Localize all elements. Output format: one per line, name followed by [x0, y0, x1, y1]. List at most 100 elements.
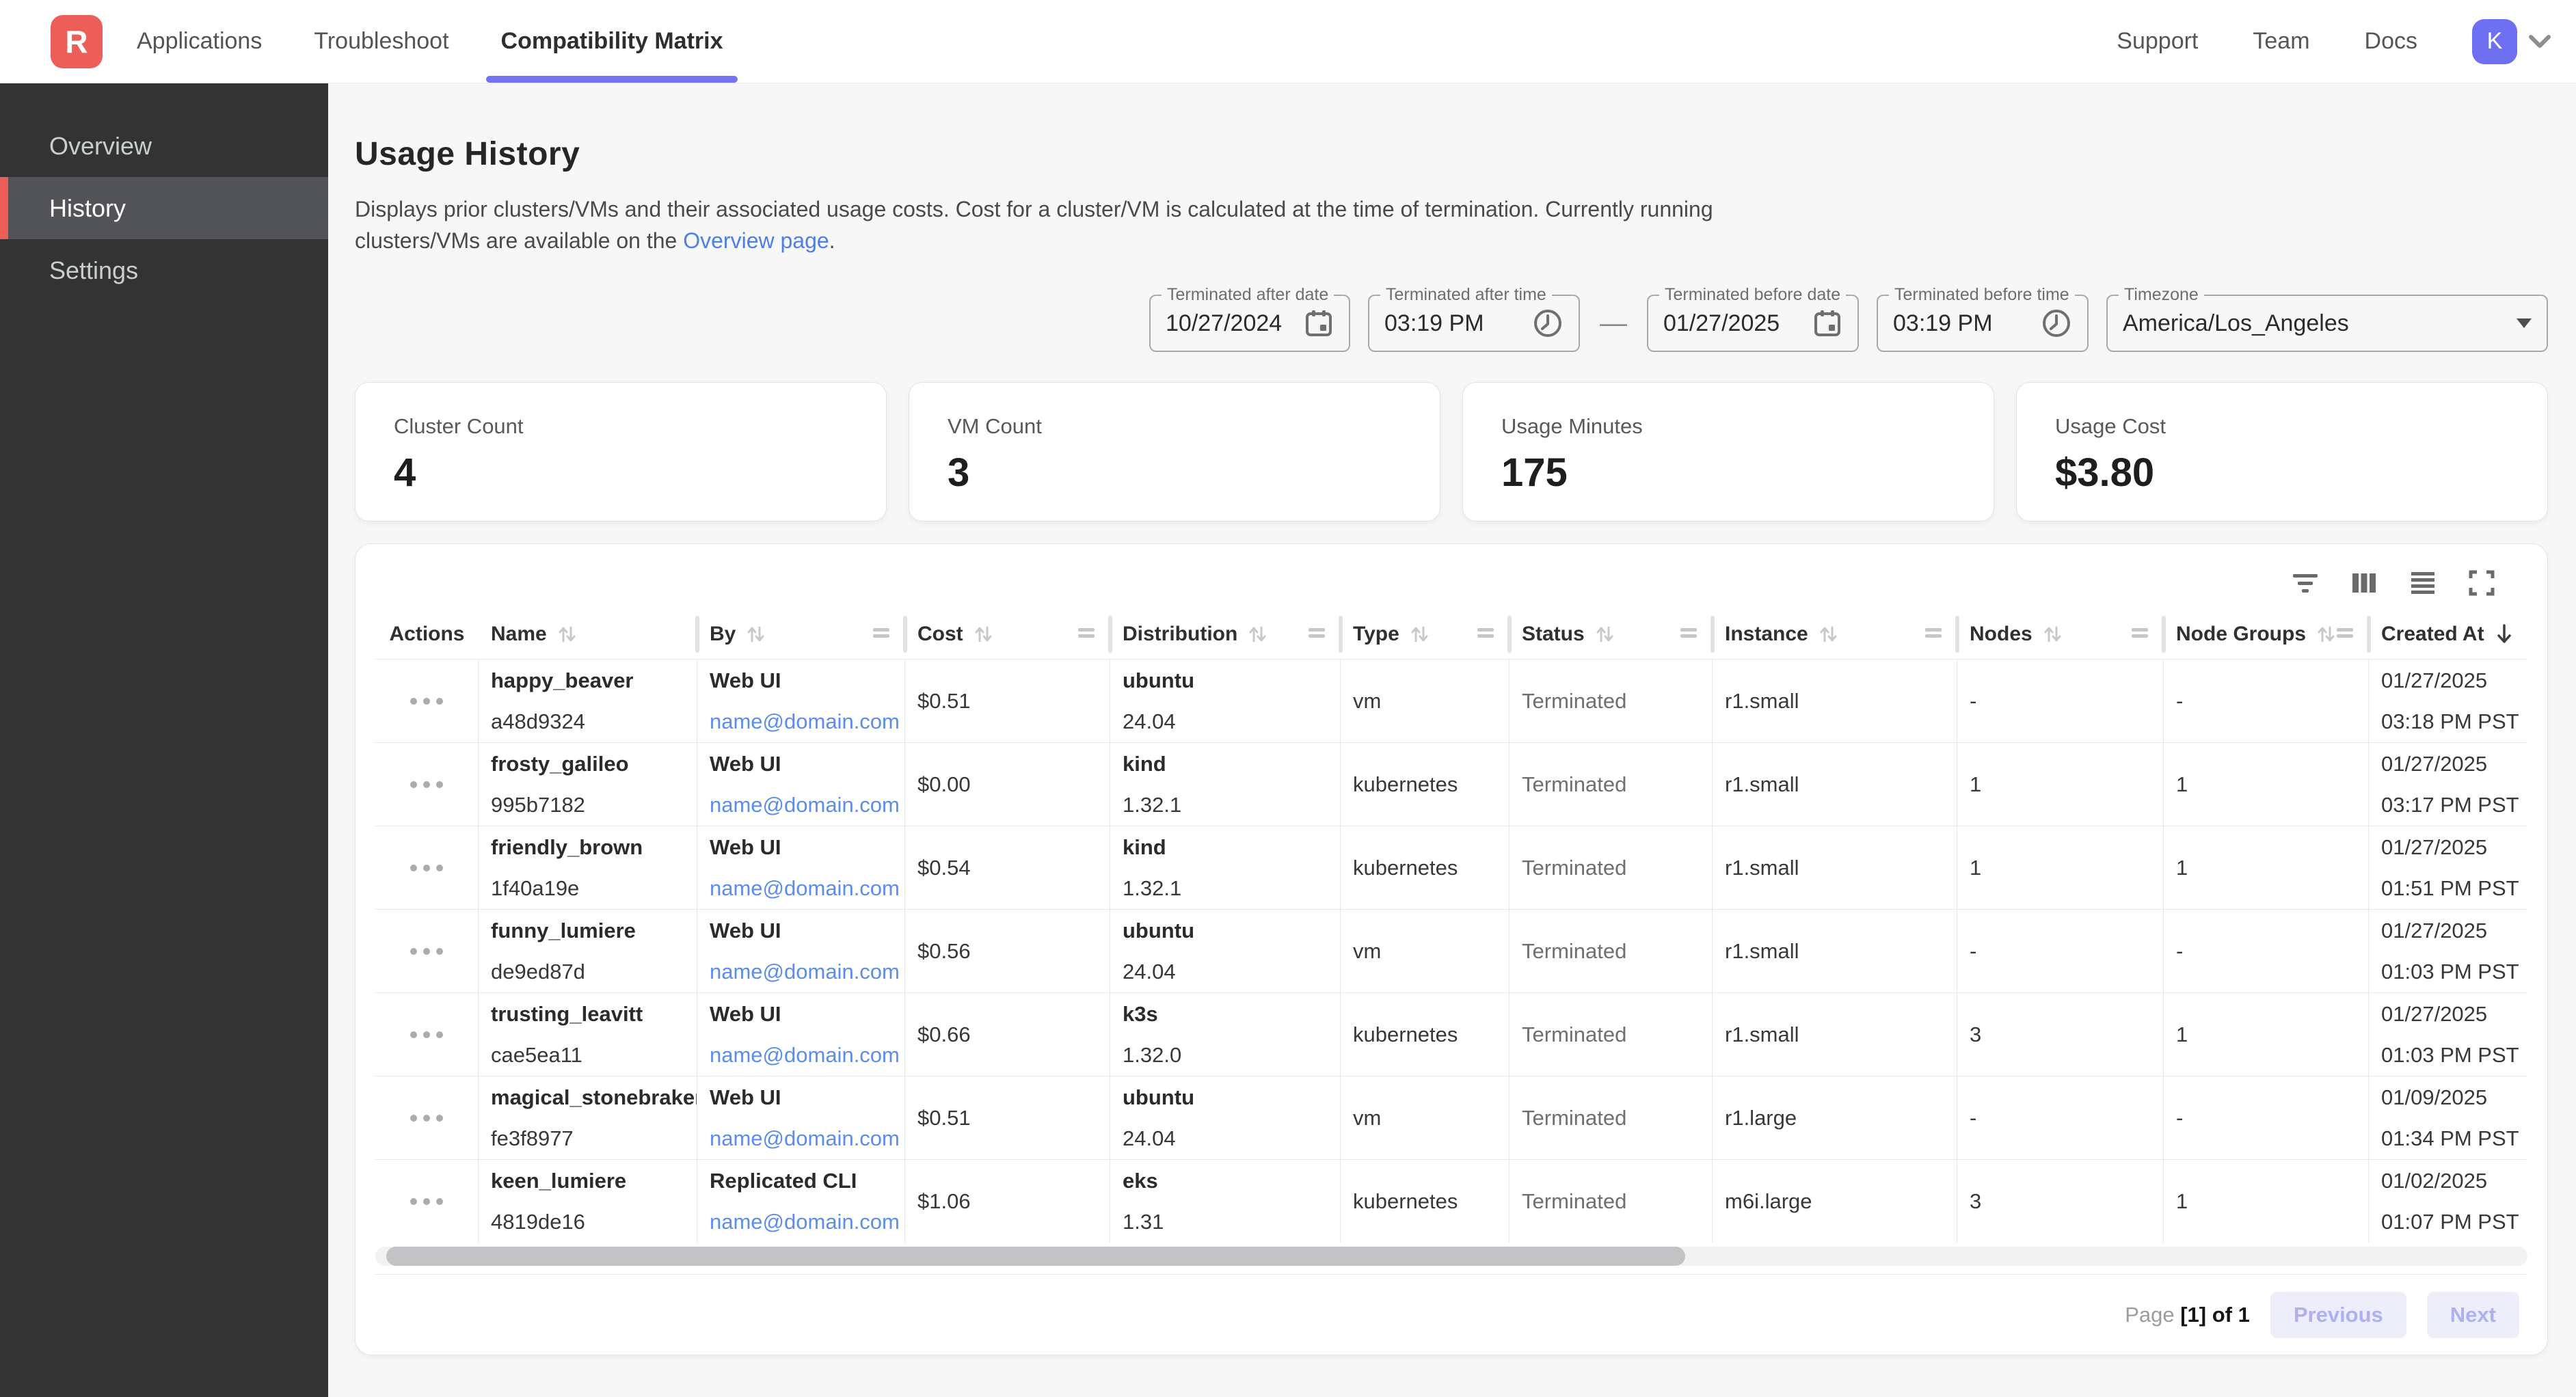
stat-label: Usage Minutes — [1501, 414, 1643, 438]
more-horizontal-icon[interactable] — [410, 1197, 443, 1205]
usage-table-card: Actions Name By Cost Distribution Type S… — [355, 543, 2548, 1355]
node-groups-cell: 1 — [2164, 993, 2369, 1076]
sidebar-item-settings[interactable]: Settings — [49, 256, 139, 284]
nav-link-docs[interactable]: Docs — [2364, 28, 2417, 54]
more-horizontal-icon[interactable] — [410, 1114, 443, 1122]
column-menu-icon[interactable] — [2336, 623, 2354, 646]
chevron-down-icon[interactable] — [2528, 34, 2551, 49]
creator-email-link[interactable]: name@domain.com — [710, 1042, 900, 1067]
next-page-button[interactable]: Next — [2426, 1291, 2519, 1338]
filter-icon[interactable] — [2290, 567, 2321, 599]
terminated-before-time-field[interactable]: Terminated before time 03:19 PM — [1877, 285, 2089, 352]
column-header-status[interactable]: Status — [1507, 610, 1713, 659]
sidebar-item-overview[interactable]: Overview — [49, 132, 152, 160]
column-header-created-at[interactable]: Created At — [2367, 610, 2548, 659]
created-at-cell: 01/09/2025 01:34 PM PST — [2369, 1076, 2548, 1159]
type-value: kubernetes — [1353, 1022, 1458, 1046]
nav-item-applications[interactable]: Applications — [137, 28, 263, 54]
column-header-type[interactable]: Type — [1339, 610, 1510, 659]
column-header-nodes[interactable]: Nodes — [1955, 610, 2164, 659]
account-menu[interactable]: K — [2472, 18, 2551, 64]
table-row: funny_lumiere de9ed87d Web UI name@domai… — [375, 909, 2527, 992]
columns-icon[interactable] — [2348, 567, 2380, 599]
column-header-by[interactable]: By — [695, 610, 905, 659]
column-menu-icon[interactable] — [1924, 623, 1942, 646]
cost-value: $0.51 — [917, 1105, 971, 1130]
terminated-after-time-field[interactable]: Terminated after time 03:19 PM — [1368, 285, 1580, 352]
column-menu-icon[interactable] — [872, 623, 890, 646]
terminated-after-date-field[interactable]: Terminated after date 10/27/2024 — [1149, 285, 1350, 352]
status-cell: Terminated — [1510, 743, 1713, 826]
sort-icon — [1596, 626, 1613, 642]
density-icon[interactable] — [2407, 567, 2439, 599]
table-body: happy_beaver a48d9324 Web UI name@domain… — [375, 659, 2527, 1243]
distribution-name: eks — [1123, 1168, 1158, 1193]
nodes-cell: 1 — [1957, 743, 2164, 826]
terminated-before-date-field[interactable]: Terminated before date 01/27/2025 — [1647, 285, 1859, 352]
node-groups-cell: 1 — [2164, 1160, 2369, 1243]
status-badge: Terminated — [1522, 1189, 1627, 1213]
column-header-distribution[interactable]: Distribution — [1108, 610, 1341, 659]
timezone-select[interactable]: Timezone America/Los_Angeles — [2106, 285, 2548, 352]
more-horizontal-icon[interactable] — [410, 781, 443, 788]
cluster-name: funny_lumiere — [491, 918, 636, 942]
nav-item-troubleshoot[interactable]: Troubleshoot — [314, 28, 449, 54]
column-menu-icon[interactable] — [1308, 623, 1326, 646]
creator-email-link[interactable]: name@domain.com — [710, 959, 900, 984]
more-horizontal-icon[interactable] — [410, 864, 443, 871]
table-header-row: Actions Name By Cost Distribution Type S… — [375, 610, 2527, 659]
table-row: keen_lumiere 4819de16 Replicated CLI nam… — [375, 1159, 2527, 1243]
creator-email-link[interactable]: name@domain.com — [710, 792, 900, 817]
calendar-icon[interactable] — [1812, 308, 1842, 338]
calendar-icon[interactable] — [1304, 308, 1334, 338]
cluster-name: frosty_galileo — [491, 751, 629, 776]
creator-email-link[interactable]: name@domain.com — [710, 709, 900, 733]
sort-desc-icon — [2497, 624, 2511, 643]
creator-email-link[interactable]: name@domain.com — [710, 1126, 900, 1150]
nav-item-compatibility-matrix[interactable]: Compatibility Matrix — [475, 0, 749, 83]
nav-link-team[interactable]: Team — [2253, 28, 2310, 54]
more-horizontal-icon[interactable] — [410, 697, 443, 705]
clock-icon[interactable] — [1532, 308, 1564, 339]
fullscreen-icon[interactable] — [2466, 567, 2497, 599]
sidebar: Overview History Settings — [0, 83, 328, 1397]
replicated-logo[interactable]: R — [51, 14, 103, 68]
stat-label: Usage Cost — [2055, 414, 2166, 438]
distribution-version: 24.04 — [1123, 709, 1176, 733]
type-value: kubernetes — [1353, 772, 1458, 796]
overview-page-link[interactable]: Overview page — [683, 228, 829, 253]
name-cell: happy_beaver a48d9324 — [479, 660, 697, 742]
creator-email-link[interactable]: name@domain.com — [710, 876, 900, 900]
column-header-cost[interactable]: Cost — [903, 610, 1110, 659]
terminated-after-time-label: Terminated after time — [1380, 285, 1552, 305]
terminated-before-time-value: 03:19 PM — [1893, 310, 1993, 336]
column-menu-icon[interactable] — [2131, 623, 2149, 646]
type-value: vm — [1353, 688, 1382, 713]
created-date: 01/27/2025 — [2381, 668, 2488, 692]
sort-icon — [2044, 626, 2061, 642]
previous-page-button[interactable]: Previous — [2270, 1291, 2406, 1338]
column-menu-icon[interactable] — [1680, 623, 1698, 646]
column-header-node-groups[interactable]: Node Groups — [2162, 610, 2369, 659]
status-cell: Terminated — [1510, 993, 1713, 1076]
terminated-before-date-label: Terminated before date — [1659, 285, 1847, 305]
clock-icon[interactable] — [2041, 308, 2072, 339]
page-description: Displays prior clusters/VMs and their as… — [355, 193, 2548, 256]
avatar[interactable]: K — [2472, 18, 2517, 64]
sort-icon — [1411, 626, 1428, 642]
more-horizontal-icon[interactable] — [410, 1031, 443, 1038]
horizontal-scrollbar-thumb[interactable] — [386, 1247, 1685, 1266]
nav-link-support[interactable]: Support — [2117, 28, 2199, 54]
cost-value: $0.00 — [917, 772, 971, 796]
column-header-instance[interactable]: Instance — [1710, 610, 1957, 659]
nodes-value: 1 — [1970, 855, 1982, 880]
column-menu-icon[interactable] — [1477, 623, 1494, 646]
column-menu-icon[interactable] — [1077, 623, 1095, 646]
sidebar-item-history[interactable]: History — [0, 177, 328, 239]
column-header-name[interactable]: Name — [479, 610, 697, 659]
stat-card-cluster-count: Cluster Count 4 — [355, 382, 887, 521]
instance-value: r1.small — [1725, 688, 1799, 713]
row-actions-cell — [375, 743, 479, 826]
more-horizontal-icon[interactable] — [410, 947, 443, 955]
creator-email-link[interactable]: name@domain.com — [710, 1209, 900, 1234]
